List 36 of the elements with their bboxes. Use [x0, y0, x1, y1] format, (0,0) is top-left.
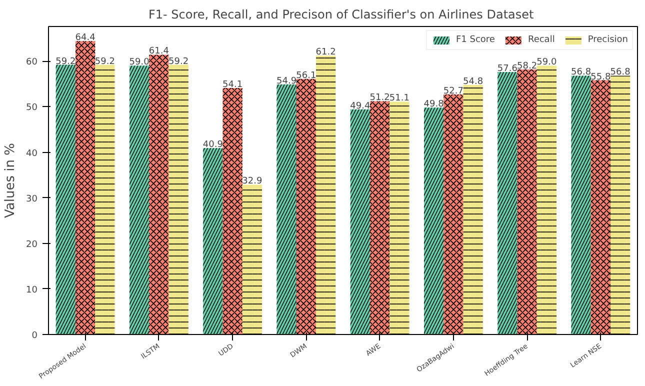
y-tick-label: 40: [26, 148, 38, 159]
y-tick-label: 10: [26, 285, 38, 296]
legend-label: Recall: [528, 35, 555, 45]
data-label: 49.8: [424, 100, 444, 110]
chart-title: F1- Score, Recall, and Precison of Classifier's on Airlines Dataset: [148, 8, 534, 22]
data-label: 56.1: [296, 70, 316, 81]
y-tick-label: 30: [26, 194, 38, 204]
data-label: 64.4: [75, 33, 96, 44]
data-label: 59.0: [129, 58, 150, 68]
y-tick-label: 60: [26, 58, 38, 68]
y-tick-label: 20: [26, 240, 38, 250]
data-label: 56.8: [571, 68, 592, 78]
data-label: 55.8: [590, 72, 611, 82]
data-label: 54.8: [463, 76, 484, 87]
data-label: 52.7: [443, 86, 464, 96]
data-label: 59.2: [168, 56, 189, 67]
data-label: 32.9: [242, 176, 262, 187]
data-label: 56.8: [610, 68, 631, 78]
data-label: 59.2: [94, 56, 115, 67]
data-label: 59.2: [56, 56, 76, 67]
data-label: 54.9: [276, 76, 297, 86]
data-label: 61.2: [316, 48, 336, 58]
legend-label: Precision: [588, 35, 628, 45]
y-axis-title: Values in %: [3, 143, 18, 218]
y-tick-label: 50: [26, 103, 38, 114]
data-label: 49.4: [350, 101, 370, 112]
data-label: 58.2: [517, 61, 538, 72]
legend-label: F1 Score: [456, 35, 495, 45]
data-label: 61.4: [148, 46, 170, 57]
data-label: 51.1: [389, 94, 410, 104]
data-label: 59.0: [536, 58, 557, 68]
data-label: 57.6: [497, 64, 518, 74]
data-label: 54.1: [222, 80, 243, 90]
data-label: 51.2: [370, 93, 390, 104]
data-label: 40.9: [202, 140, 224, 150]
y-tick-label: 0: [32, 331, 38, 341]
